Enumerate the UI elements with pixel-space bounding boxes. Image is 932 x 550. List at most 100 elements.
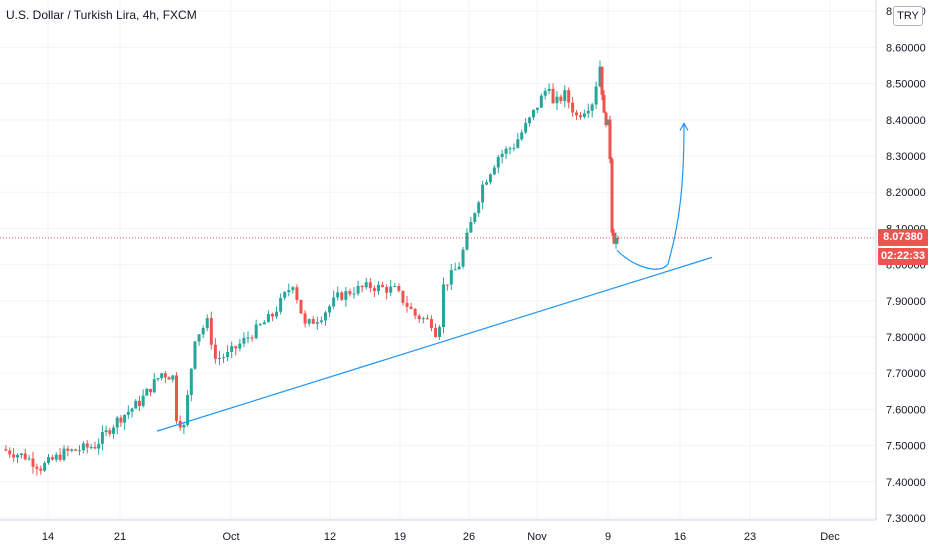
candle-body [78,450,81,452]
candle-body [612,232,616,244]
chart-title: U.S. Dollar / Turkish Lira, 4h, FXCM [6,8,197,22]
candle-body [473,213,477,222]
candle-body [614,237,618,244]
price-tick-label: 7.70000 [886,368,926,380]
time-tick-label: Oct [222,531,239,543]
price-tick-label: 7.60000 [886,404,926,416]
candle-body [62,448,66,460]
candle-body [209,318,213,345]
candle-body [266,313,270,323]
candle-body [85,443,89,448]
candle-body [531,109,535,118]
candle-body [364,282,368,288]
candle-body [311,319,315,324]
candle-body [543,90,547,96]
candle-body [130,408,134,412]
candle-body [508,148,512,150]
candle-body [74,449,78,451]
candle-body [43,463,47,471]
candle-body [258,324,262,326]
candle-body [441,284,445,328]
candle-body [409,306,413,309]
candle-body [35,466,39,469]
candle-body [356,285,360,294]
candle-body [163,373,167,378]
candle-body [156,378,160,380]
candle-body [528,117,532,124]
candle-body [319,320,323,323]
candle-body [520,132,524,140]
candle-body [425,318,429,320]
candle-body [303,313,307,324]
candle-body [610,158,614,233]
candle-body [385,286,389,293]
candle-body [323,312,327,321]
price-tick-label: 7.40000 [886,477,926,489]
candle-body [275,311,279,317]
candle-body [31,458,35,467]
candle-body [145,388,149,396]
candle-body [559,96,563,102]
candle-body [360,285,364,288]
candle-body [234,346,238,349]
candle-body [582,113,586,118]
drawing-tools [0,122,876,432]
candle-body [465,232,469,250]
candle-body [401,290,405,303]
bar-countdown-tag: 02:22:33 [878,247,928,265]
candle-body [81,443,85,451]
candle-body [586,110,590,114]
candle-body [123,414,127,423]
candle-body [563,90,567,102]
candle-body [571,102,575,113]
candle-body [93,447,97,449]
candle-body [469,221,473,233]
candle-body [242,337,246,344]
candle-body [600,66,604,95]
candle-body [381,284,385,287]
candle-body [295,287,299,300]
candle-body [54,454,58,460]
candle-body [372,288,376,292]
candle-body [535,107,539,110]
candle-body [167,377,171,380]
candle-body [434,327,438,337]
candle-body [413,308,417,316]
price-axis[interactable]: 7.30000 7.40000 7.50000 7.60000 7.70000 7.800… [886,6,926,525]
candle-body [4,449,8,451]
candle-body [201,328,205,335]
candle-body [590,104,594,111]
candle-body [368,282,372,289]
last-price-tag: 8.07380 [878,228,928,246]
candle-body [344,291,348,300]
candle-body [555,96,559,104]
price-tick-label: 7.50000 [886,441,926,453]
candle-body [453,269,457,271]
candle-body [551,88,555,104]
time-tick-label: 19 [394,531,406,543]
candle-body [496,156,500,168]
candle-body [141,395,145,406]
candle-body [539,95,543,108]
candle-body [602,94,606,113]
candle-body [182,424,186,428]
candle-body [567,90,571,103]
candle-body [134,400,138,409]
candle-body [246,337,250,339]
price-tick-label: 8.60000 [886,42,926,54]
candle-body [457,266,461,270]
time-tick-label: 16 [674,531,686,543]
candle-body [492,167,496,175]
candle-body [238,343,242,349]
currency-badge[interactable]: TRY [893,6,923,26]
candle-body [449,270,453,285]
candle-body [578,115,582,118]
price-tick-label: 7.90000 [886,296,926,308]
candle-body [405,302,409,307]
candle-body [336,292,340,298]
candle-body [174,375,178,421]
candle-body [104,430,108,433]
time-axis[interactable]: 14 21 Oct 12 19 26 Nov 9 16 23 Dec [42,531,840,543]
candle-body [393,286,397,288]
